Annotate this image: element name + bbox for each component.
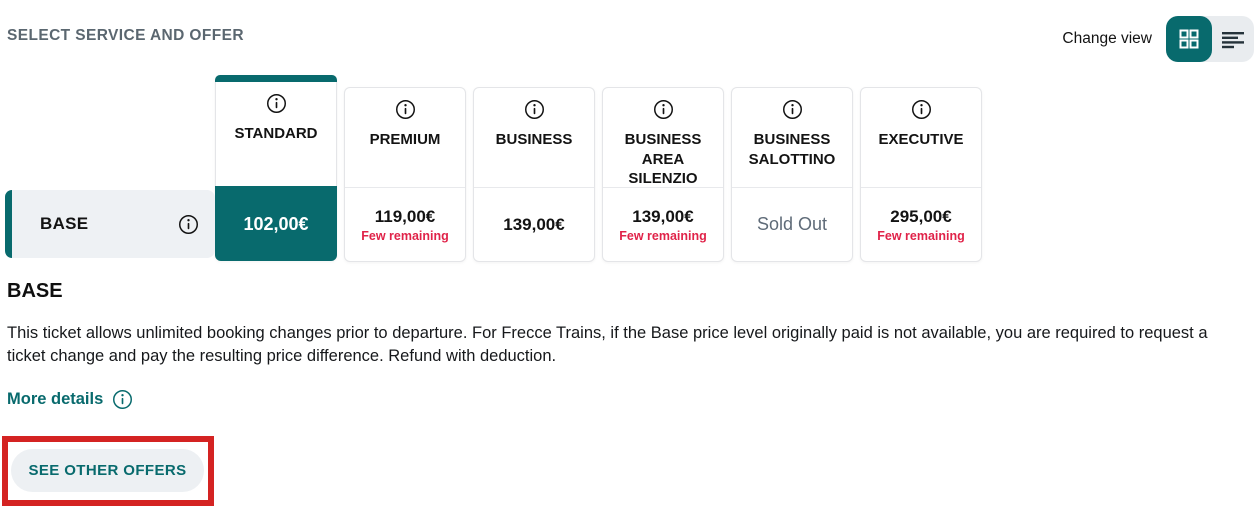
change-view-label: Change view [1062, 30, 1152, 47]
fare-column-executive[interactable]: EXECUTIVE 295,00€ Few remaining [860, 87, 982, 262]
price-cell[interactable]: Sold Out [732, 187, 852, 261]
info-icon[interactable] [911, 99, 932, 120]
price-value: 295,00€ [890, 206, 952, 226]
fare-columns: STANDARD 102,00€ PREMIUM 119,00€ Few remaini… [215, 75, 982, 262]
info-icon[interactable] [112, 389, 133, 410]
info-icon[interactable] [178, 214, 199, 235]
price-value: 102,00€ [243, 213, 309, 234]
service-class-label: EXECUTIVE [878, 131, 964, 148]
fare-column-business-salottino[interactable]: BUSINESS SALOTTINO Sold Out [731, 87, 853, 262]
service-class-label: BUSINESS [495, 131, 573, 148]
price-cell[interactable]: 102,00€ [215, 186, 337, 261]
list-view-button[interactable] [1212, 27, 1254, 51]
price-cell[interactable]: 139,00€ [474, 187, 594, 261]
service-class-header: BUSINESS [474, 88, 594, 187]
view-switcher: Change view [1062, 16, 1254, 62]
see-other-offers-button[interactable]: SEE OTHER OFFERS [11, 449, 204, 492]
service-class-label: PREMIUM [369, 131, 441, 148]
price-cell[interactable]: 119,00€ Few remaining [345, 187, 465, 261]
sold-out-label: Sold Out [756, 214, 828, 234]
info-icon[interactable] [266, 93, 287, 114]
price-value: 139,00€ [632, 206, 694, 226]
info-icon[interactable] [524, 99, 545, 120]
fare-row-label: BASE [40, 214, 89, 233]
price-cell[interactable]: 139,00€ Few remaining [603, 187, 723, 261]
more-details-link[interactable]: More details [7, 389, 133, 410]
service-class-header: BUSINESS AREA SILENZIO [603, 88, 723, 187]
service-class-label: BUSINESS SALOTTINO [748, 131, 836, 168]
selected-indicator [215, 75, 337, 82]
highlight-annotation [2, 436, 214, 506]
fare-description: This ticket allows unlimited booking cha… [7, 324, 1208, 366]
price-cell[interactable]: 295,00€ Few remaining [861, 187, 981, 261]
price-value: 119,00€ [374, 206, 436, 226]
fare-column-business-area-silenzio[interactable]: BUSINESS AREA SILENZIO 139,00€ Few remaini… [602, 87, 724, 262]
fare-column-standard[interactable]: STANDARD 102,00€ [215, 75, 337, 261]
page-title: SELECT SERVICE AND OFFER [7, 27, 244, 44]
more-details-label: More details [7, 390, 104, 408]
fare-heading: BASE [7, 280, 63, 302]
info-icon[interactable] [395, 99, 416, 120]
grid-view-icon [1177, 27, 1201, 51]
service-class-header: STANDARD [216, 82, 336, 186]
fare-row-base[interactable]: BASE [5, 190, 215, 258]
service-class-header: PREMIUM [345, 88, 465, 187]
availability-note: Few remaining [619, 228, 707, 243]
service-class-header: BUSINESS SALOTTINO [732, 88, 852, 187]
grid-view-button[interactable] [1166, 16, 1212, 62]
service-class-label: STANDARD [234, 125, 318, 142]
availability-note: Few remaining [877, 228, 965, 243]
view-toggle [1166, 16, 1254, 62]
info-icon[interactable] [782, 99, 803, 120]
fare-row-accent-bar [5, 190, 12, 258]
fare-column-business[interactable]: BUSINESS 139,00€ [473, 87, 595, 262]
service-class-header: EXECUTIVE [861, 88, 981, 187]
info-icon[interactable] [653, 99, 674, 120]
fare-column-premium[interactable]: PREMIUM 119,00€ Few remaining [344, 87, 466, 262]
availability-note: Few remaining [361, 228, 449, 243]
price-value: 139,00€ [503, 214, 565, 234]
list-view-icon [1220, 27, 1246, 51]
service-class-label: BUSINESS AREA SILENZIO [624, 131, 702, 187]
